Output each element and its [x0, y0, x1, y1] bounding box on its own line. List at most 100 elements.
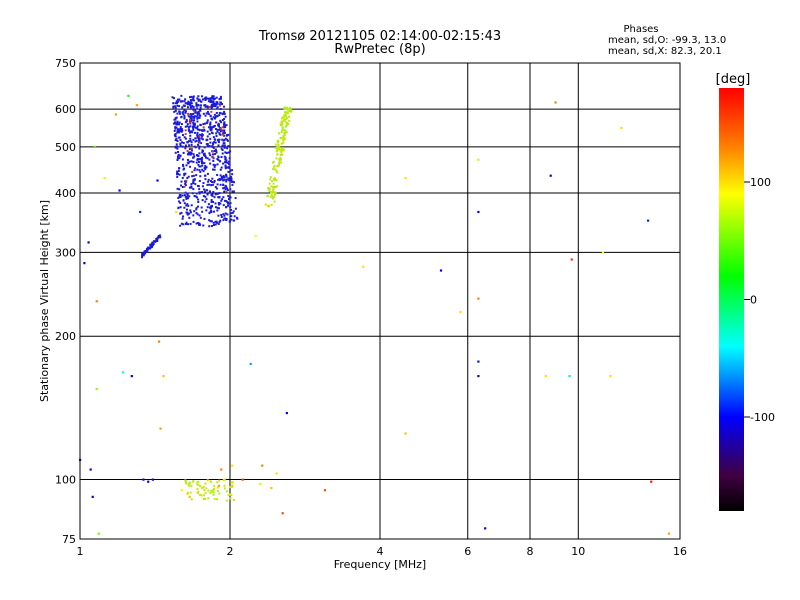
o-trace-point	[198, 139, 201, 142]
o-trace-point	[179, 138, 182, 141]
x-trace-point	[274, 192, 277, 195]
o-trace-point	[219, 95, 222, 98]
o-trace-point	[152, 242, 155, 245]
o-trace-point	[176, 120, 179, 123]
o-trace-point	[197, 185, 200, 188]
data-point	[180, 489, 183, 492]
x-trace-point	[280, 154, 283, 157]
o-trace-point	[188, 96, 191, 99]
x-trace-point	[283, 113, 286, 116]
o-trace-point	[206, 105, 209, 108]
data-point	[404, 176, 407, 180]
o-trace-point	[185, 118, 188, 121]
o-trace-point	[218, 141, 221, 144]
o-trace-point	[214, 193, 217, 196]
o-trace-point	[189, 106, 192, 109]
o-trace-point	[221, 119, 224, 122]
grid-lines	[80, 63, 680, 539]
o-trace-point	[219, 130, 222, 133]
o-trace-point	[221, 130, 224, 133]
phases-title: Phases	[623, 24, 658, 35]
o-trace-point	[176, 147, 179, 150]
o-trace-point	[215, 103, 218, 106]
o-trace-point	[175, 100, 178, 103]
o-trace-point	[205, 166, 208, 169]
x-trace-point	[287, 122, 290, 125]
o-trace-point	[176, 157, 179, 160]
o-trace-point	[221, 176, 224, 179]
o-trace-point	[189, 130, 192, 133]
o-trace-point	[210, 204, 213, 207]
o-trace-point	[184, 111, 187, 114]
o-trace-point	[186, 150, 189, 153]
o-trace-point	[203, 122, 206, 125]
low-echo-point	[206, 479, 209, 482]
o-trace-point	[214, 164, 217, 167]
low-echo-point	[190, 498, 193, 501]
o-trace-point	[176, 172, 179, 175]
x-trace-point	[281, 153, 284, 156]
low-echo-point	[197, 492, 200, 495]
o-trace-point	[201, 156, 204, 159]
o-trace-point	[207, 203, 210, 206]
o-trace-point	[225, 161, 228, 164]
low-echo-point	[197, 480, 200, 483]
o-trace-point	[208, 212, 211, 215]
data-point	[609, 375, 612, 378]
o-trace-point	[210, 199, 213, 202]
o-trace-point	[225, 124, 228, 127]
data-point	[142, 478, 145, 481]
o-trace-point	[212, 102, 215, 105]
o-trace-point	[209, 126, 212, 129]
o-trace-point	[147, 247, 150, 250]
low-echo-point	[202, 497, 205, 500]
o-trace-point	[231, 173, 234, 176]
o-trace-point	[186, 223, 189, 226]
o-trace-point	[196, 114, 199, 117]
o-trace-point	[202, 170, 205, 173]
x-trace-point	[278, 160, 281, 163]
low-echo-point	[213, 497, 216, 500]
o-trace-point	[218, 132, 221, 135]
x-trace-point	[279, 123, 282, 126]
x-trace-point	[280, 137, 283, 140]
x-trace-point	[272, 168, 275, 171]
o-trace-point	[210, 184, 213, 187]
o-trace-point	[218, 133, 221, 136]
o-trace-point	[190, 186, 193, 189]
o-trace-point	[176, 122, 179, 125]
o-trace-point	[192, 126, 195, 129]
o-trace-point	[203, 152, 206, 155]
o-trace-point	[185, 102, 188, 105]
o-trace-point	[200, 134, 203, 137]
o-trace-point	[223, 110, 226, 113]
o-trace-point	[174, 118, 177, 121]
o-trace-point	[218, 114, 221, 117]
o-trace-point	[216, 192, 219, 195]
x-trace-point	[276, 147, 279, 150]
o-trace-point	[214, 186, 217, 189]
o-trace-point	[203, 128, 206, 131]
o-trace-point	[190, 147, 193, 150]
o-trace-point	[207, 180, 210, 183]
data-point	[156, 179, 159, 182]
o-trace-point	[225, 217, 228, 220]
o-trace-point	[219, 127, 222, 130]
x-tick-label: 1	[77, 545, 84, 558]
x-trace-point	[268, 190, 271, 193]
o-trace-point	[222, 126, 225, 129]
o-trace-point	[193, 155, 196, 158]
o-trace-point	[213, 124, 216, 127]
o-trace-point	[189, 211, 192, 214]
data-point	[254, 234, 257, 238]
o-trace-point	[204, 178, 207, 181]
o-trace-point	[225, 190, 228, 193]
low-echo-point	[230, 481, 233, 484]
o-trace-point	[221, 144, 224, 147]
o-trace-point	[188, 118, 191, 121]
low-echo-point	[222, 478, 225, 481]
o-trace-point	[219, 178, 222, 181]
o-trace-point	[224, 164, 227, 167]
x-trace-point	[289, 106, 292, 109]
x-trace-point	[281, 122, 284, 125]
